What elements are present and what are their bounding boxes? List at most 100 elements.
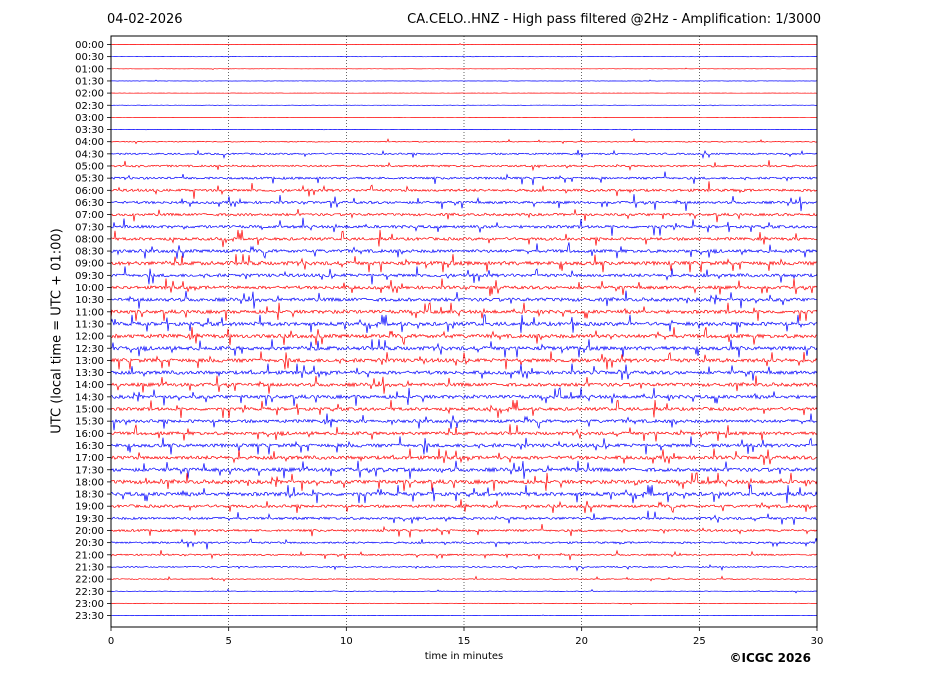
y-tick-label: 14:00 (75, 380, 104, 391)
trace-2100 (110, 549, 818, 561)
trace-1600 (110, 424, 818, 442)
trace-1200 (110, 326, 818, 346)
y-tick-label: 04:30 (75, 149, 104, 160)
y-tick-label: 12:00 (75, 332, 104, 343)
chart-date: 04-02-2026 (107, 12, 183, 27)
trace-0230 (110, 104, 818, 107)
y-tick-label: 09:30 (75, 271, 104, 282)
y-tick-label: 23:30 (75, 611, 104, 622)
trace-0700 (110, 209, 818, 223)
trace-2230 (110, 588, 818, 594)
y-tick-label: 15:30 (75, 417, 104, 428)
y-tick-label: 05:00 (75, 162, 104, 173)
x-axis-ticks: 0 5 10 15 20 25 30 (108, 627, 824, 647)
trace-0330 (110, 128, 818, 131)
x-tick-label: 25 (693, 636, 706, 647)
trace-1700 (110, 448, 818, 466)
y-tick-label: 20:30 (75, 538, 104, 549)
trace-0800 (110, 229, 818, 248)
trace-0600 (110, 181, 818, 199)
y-tick-label: 22:00 (75, 575, 104, 586)
trace-0030 (110, 55, 817, 58)
y-tick-label: 06:30 (75, 198, 104, 209)
x-tick-label: 0 (108, 636, 114, 647)
copyright-label: ©ICGC 2026 (729, 651, 811, 665)
x-tick-label: 10 (340, 636, 353, 647)
trace-2000 (110, 523, 818, 538)
trace-2200 (110, 575, 818, 582)
seismogram-traces (110, 43, 818, 617)
trace-1530 (110, 413, 818, 431)
trace-1000 (110, 278, 818, 297)
y-tick-label: 16:00 (75, 429, 104, 440)
trace-2130 (110, 564, 818, 572)
y-tick-label: 05:30 (75, 174, 104, 185)
y-tick-label: 15:00 (75, 405, 104, 416)
trace-0830 (110, 242, 818, 259)
trace-0930 (110, 266, 818, 285)
y-tick-label: 00:00 (75, 40, 104, 51)
trace-0730 (110, 217, 818, 236)
x-tick-label: 20 (575, 636, 588, 647)
plot-frame (110, 35, 818, 628)
trace-2300 (110, 602, 818, 606)
y-tick-label: 22:30 (75, 587, 104, 598)
y-tick-label: 14:30 (75, 392, 104, 403)
y-tick-label: 17:30 (75, 465, 104, 476)
trace-1800 (110, 472, 818, 491)
trace-0630 (110, 194, 818, 212)
y-tick-label: 18:00 (75, 477, 104, 488)
trace-0000 (111, 43, 817, 46)
y-tick-label: 02:30 (75, 101, 104, 112)
trace-1300 (110, 351, 818, 370)
y-tick-label: 12:30 (75, 344, 104, 355)
x-tick-label: 30 (811, 636, 824, 647)
y-tick-label: 23:00 (75, 599, 104, 610)
trace-1830 (110, 484, 818, 504)
y-tick-label: 21:30 (75, 562, 104, 573)
y-tick-label: 03:30 (75, 125, 104, 136)
trace-0130 (110, 79, 818, 82)
trace-1230 (110, 339, 818, 358)
y-tick-label: 01:00 (75, 64, 104, 75)
chart-title: CA.CELO..HNZ - High pass filtered @2Hz -… (407, 12, 821, 27)
y-tick-label: 08:30 (75, 247, 104, 258)
y-tick-label: 04:00 (75, 137, 104, 148)
trace-0430 (110, 149, 818, 160)
trace-0900 (110, 254, 818, 273)
y-tick-label: 19:00 (75, 502, 104, 513)
trace-1630 (110, 436, 818, 455)
trace-1730 (110, 460, 818, 479)
trace-1500 (110, 399, 818, 419)
y-tick-label: 10:00 (75, 283, 104, 294)
trace-0400 (110, 137, 818, 145)
y-tick-label: 06:00 (75, 186, 104, 197)
y-tick-label: 09:00 (75, 259, 104, 270)
y-tick-label: 07:30 (75, 222, 104, 233)
trace-1430 (110, 387, 818, 406)
trace-2330 (110, 614, 818, 617)
y-tick-label: 10:30 (75, 295, 104, 306)
grid-lines (228, 36, 700, 627)
x-axis-label: time in minutes (424, 651, 504, 662)
y-tick-label: 17:00 (75, 453, 104, 464)
trace-1330 (110, 363, 818, 381)
y-tick-label: 19:30 (75, 514, 104, 525)
y-tick-label: 11:00 (75, 307, 104, 318)
trace-1930 (110, 510, 818, 525)
y-tick-label: 20:00 (75, 526, 104, 537)
y-tick-label: 16:30 (75, 441, 104, 452)
trace-0500 (110, 160, 818, 172)
x-tick-label: 15 (458, 636, 471, 647)
trace-1100 (110, 301, 818, 321)
y-tick-label: 01:30 (75, 76, 104, 87)
trace-1900 (110, 499, 818, 514)
y-tick-label: 03:00 (75, 113, 104, 124)
y-tick-label: 07:00 (75, 210, 104, 221)
y-tick-label: 21:00 (75, 550, 104, 561)
y-tick-label: 13:30 (75, 368, 104, 379)
y-tick-label: 00:30 (75, 52, 104, 63)
trace-1030 (110, 290, 818, 309)
